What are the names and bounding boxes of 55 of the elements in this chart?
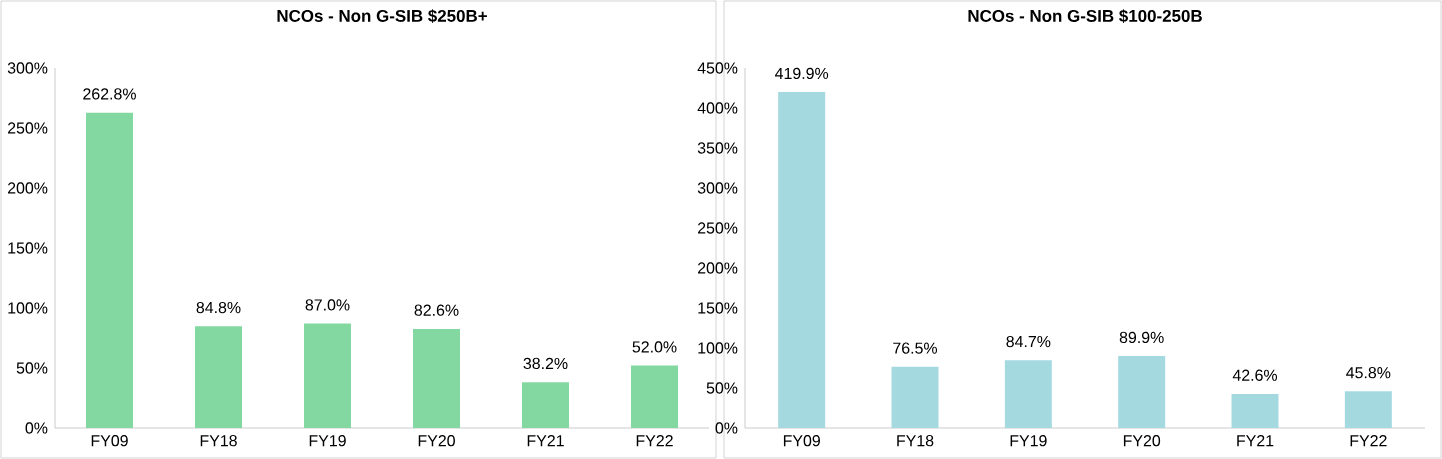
chart-title: NCOs - Non G-SIB $100-250B: [968, 9, 1202, 23]
bar: [86, 112, 133, 428]
data-label: 42.6%: [1232, 369, 1278, 381]
bar: [891, 366, 939, 428]
x-tick-label: FY19: [309, 435, 346, 447]
y-tick-label: 50%: [706, 382, 738, 394]
x-tick-label: FY20: [1123, 435, 1161, 447]
x-tick-label: FY19: [1010, 435, 1047, 447]
x-tick-label: FY21: [1237, 435, 1274, 447]
bar: [778, 92, 826, 428]
x-tick-label: FY09: [783, 435, 820, 447]
y-tick-label: 0%: [715, 422, 738, 434]
chart-title: NCOs - Non G-SIB $250B+: [277, 9, 487, 23]
bar: [1004, 360, 1052, 428]
y-tick-label: 100%: [698, 342, 738, 354]
data-label: 52.0%: [632, 341, 677, 353]
y-tick-label: 350%: [697, 142, 738, 154]
data-label: 82.6%: [414, 304, 459, 316]
data-label: 38.2%: [523, 357, 568, 370]
bar: [195, 326, 242, 428]
y-tick-label: 50%: [16, 362, 48, 374]
bar: [1344, 391, 1392, 428]
x-tick-label: FY21: [527, 435, 564, 447]
y-tick-label: 250%: [698, 222, 738, 234]
data-label: 45.8%: [1346, 367, 1391, 379]
y-tick-label: 400%: [697, 102, 738, 114]
bar: [1118, 356, 1166, 428]
x-tick-label: FY20: [418, 435, 455, 447]
y-tick-label: 450%: [697, 62, 738, 74]
y-tick-label: 300%: [697, 182, 738, 194]
bar: [522, 382, 570, 428]
y-tick-label: 200%: [698, 262, 738, 274]
bar: [631, 365, 679, 428]
y-tick-label: 250%: [8, 122, 48, 134]
y-tick-label: 150%: [698, 302, 738, 314]
data-label: 84.8%: [196, 301, 241, 314]
x-tick-label: FY18: [200, 435, 237, 447]
data-label: 89.9%: [1119, 331, 1164, 344]
bar: [1231, 393, 1279, 428]
y-tick-label: 150%: [8, 242, 48, 254]
x-tick-label: FY18: [897, 435, 934, 447]
x-tick-label: FY22: [636, 435, 673, 447]
y-tick-label: 100%: [8, 302, 48, 314]
data-label: 262.8%: [83, 88, 136, 100]
y-tick-label: 300%: [7, 62, 48, 74]
data-label: 87.0%: [305, 299, 350, 311]
data-label: 84.7%: [1006, 335, 1051, 348]
data-label: 76.5%: [893, 342, 938, 354]
data-label: 419.9%: [775, 67, 829, 80]
y-tick-label: 200%: [8, 182, 48, 194]
bar: [304, 323, 351, 428]
bar: [413, 328, 461, 428]
y-tick-label: 0%: [25, 422, 48, 434]
x-tick-label: FY22: [1350, 435, 1387, 447]
x-tick-label: FY09: [91, 435, 128, 447]
